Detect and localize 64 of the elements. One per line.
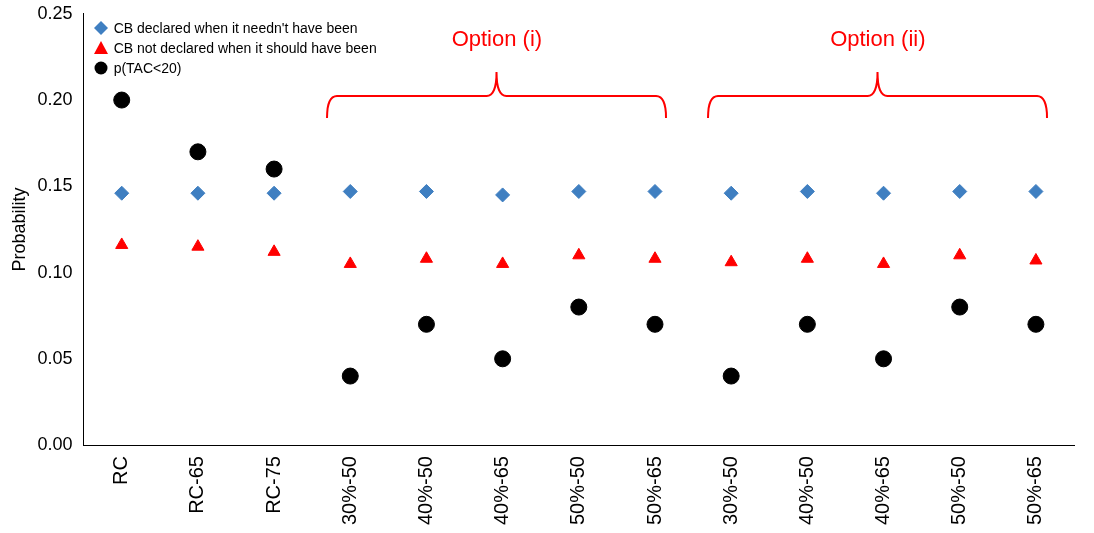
y-tick-label: 0.05 <box>37 347 73 368</box>
x-tick-label: 40%-50 <box>413 456 436 525</box>
point <box>953 247 967 260</box>
point <box>1028 183 1044 199</box>
point <box>571 183 587 199</box>
point <box>417 315 435 333</box>
point <box>189 143 207 161</box>
point <box>876 185 892 201</box>
point <box>1029 252 1043 265</box>
point <box>875 350 893 368</box>
x-tick-label: 30%-50 <box>337 456 360 525</box>
annotation: Option (ii) <box>830 26 926 52</box>
y-tick-label: 0.15 <box>37 175 73 196</box>
x-tick-label: 50%-65 <box>1023 456 1046 525</box>
x-tick-label: RC <box>109 456 132 485</box>
x-tick-label: 50%-50 <box>947 456 970 525</box>
point <box>799 183 815 199</box>
legend-label: CB not declared when it should have been <box>113 39 377 56</box>
point <box>267 244 281 256</box>
y-axis-title: Probability <box>8 187 29 272</box>
point <box>265 160 283 178</box>
point <box>418 183 434 199</box>
point <box>648 251 662 263</box>
point <box>798 315 816 333</box>
y-tick-label: 0.10 <box>37 261 73 282</box>
point <box>266 185 282 201</box>
x-tick-label: 30%-50 <box>718 456 741 525</box>
legend-label: p(TAC<20) <box>113 59 182 76</box>
point <box>723 185 739 201</box>
point <box>800 251 814 263</box>
point <box>191 239 205 251</box>
point <box>343 256 357 268</box>
point <box>341 367 359 385</box>
point <box>572 247 586 260</box>
point <box>419 251 434 263</box>
legend-label: CB declared when it needn't have been <box>113 19 358 36</box>
point <box>722 367 740 385</box>
x-tick-label: RC-75 <box>261 456 284 514</box>
y-tick-label: 0.00 <box>37 434 73 455</box>
x-tick-label: RC-65 <box>185 456 208 514</box>
point <box>190 185 206 201</box>
point <box>496 256 510 268</box>
x-tick-label: 40%-50 <box>794 456 817 525</box>
point <box>876 256 891 268</box>
point <box>647 183 663 199</box>
point <box>952 183 968 199</box>
point <box>951 298 969 316</box>
point <box>1027 315 1045 333</box>
point <box>570 298 588 316</box>
y-tick-label: 0.20 <box>37 89 73 110</box>
y-tick-label: 0.25 <box>37 2 73 23</box>
annotation: Option (i) <box>451 26 543 52</box>
point <box>495 187 511 203</box>
point <box>114 185 130 201</box>
x-tick-label: 50%-50 <box>566 456 589 525</box>
point <box>342 183 358 199</box>
point <box>646 315 664 333</box>
point <box>724 254 738 267</box>
point <box>113 91 131 109</box>
x-tick-label: 50%-65 <box>642 456 665 525</box>
x-tick-label: 40%-65 <box>871 456 894 525</box>
x-tick-label: 40%-65 <box>490 456 513 525</box>
point <box>115 237 129 249</box>
point <box>494 350 512 368</box>
